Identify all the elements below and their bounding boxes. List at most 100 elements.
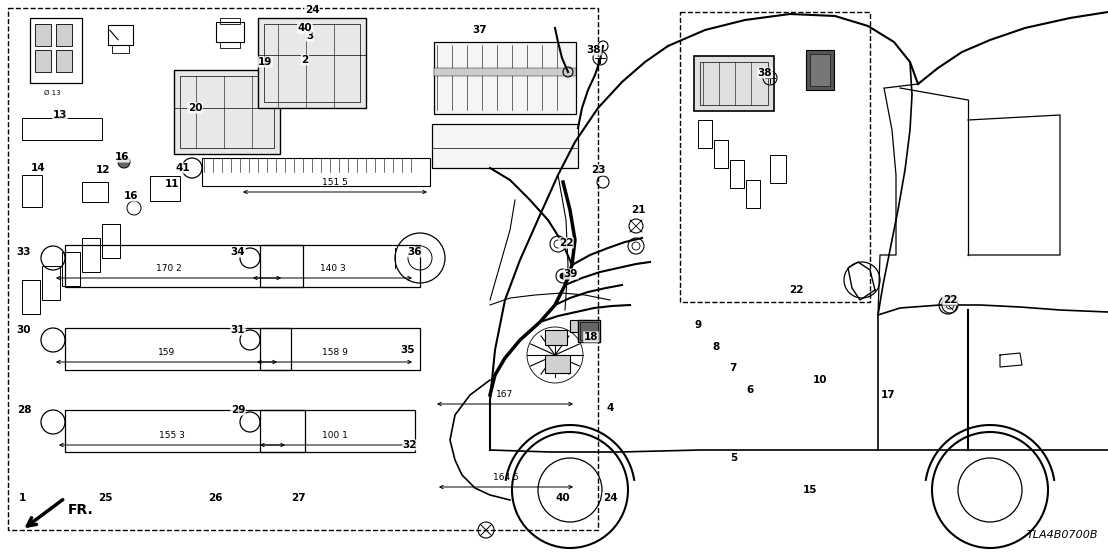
Text: 140 3: 140 3 xyxy=(319,264,346,273)
Bar xyxy=(578,320,601,342)
Text: 18: 18 xyxy=(584,332,598,342)
Bar xyxy=(174,70,280,154)
Text: 25: 25 xyxy=(98,493,112,503)
Text: 6: 6 xyxy=(747,385,753,395)
Text: 22: 22 xyxy=(943,295,957,305)
Text: 11: 11 xyxy=(165,179,179,189)
Text: 40: 40 xyxy=(298,23,312,33)
Bar xyxy=(570,320,588,332)
Text: 34: 34 xyxy=(230,247,245,257)
Text: 155 3: 155 3 xyxy=(160,431,185,440)
Bar xyxy=(434,42,576,114)
Bar xyxy=(112,45,129,53)
Bar xyxy=(294,44,318,50)
Text: 170 2: 170 2 xyxy=(155,264,182,273)
Bar xyxy=(806,50,834,90)
Bar xyxy=(179,76,274,148)
Text: 7: 7 xyxy=(729,363,737,373)
Text: 27: 27 xyxy=(290,493,306,503)
Text: 31: 31 xyxy=(230,325,245,335)
Bar xyxy=(202,158,430,186)
Text: 13: 13 xyxy=(53,110,68,120)
Circle shape xyxy=(560,273,566,279)
Text: 14: 14 xyxy=(31,163,45,173)
Text: 158 9: 158 9 xyxy=(321,348,348,357)
Bar xyxy=(432,124,578,168)
Bar xyxy=(22,118,102,140)
Text: 16: 16 xyxy=(124,191,138,201)
Bar xyxy=(258,18,366,108)
Text: 30: 30 xyxy=(17,325,31,335)
Text: 4: 4 xyxy=(606,403,614,413)
Bar xyxy=(698,120,712,148)
Bar xyxy=(290,22,322,44)
Text: 35: 35 xyxy=(401,345,416,355)
Bar xyxy=(545,355,570,373)
Text: 29: 29 xyxy=(230,405,245,415)
Bar xyxy=(700,62,768,105)
Bar xyxy=(260,245,420,287)
Text: 36: 36 xyxy=(408,247,422,257)
Text: 38: 38 xyxy=(587,45,602,55)
Text: 20: 20 xyxy=(187,103,203,113)
Text: 41: 41 xyxy=(176,163,191,173)
Text: 37: 37 xyxy=(473,25,488,35)
Text: 167: 167 xyxy=(496,390,514,399)
Text: 1: 1 xyxy=(19,493,25,503)
Text: Ø 13: Ø 13 xyxy=(43,90,60,96)
Circle shape xyxy=(117,156,130,168)
Bar xyxy=(216,22,244,42)
Bar xyxy=(294,18,318,24)
Text: 16: 16 xyxy=(115,152,130,162)
Bar xyxy=(65,410,305,452)
Bar xyxy=(65,245,302,287)
Text: 164 5: 164 5 xyxy=(493,473,519,482)
Bar xyxy=(260,410,416,452)
Text: 9: 9 xyxy=(695,320,701,330)
Text: 8: 8 xyxy=(712,342,719,352)
Text: 24: 24 xyxy=(305,5,319,15)
Text: 5: 5 xyxy=(730,453,738,463)
Text: 159: 159 xyxy=(157,348,175,357)
Bar xyxy=(220,42,240,48)
Bar xyxy=(35,24,51,46)
Text: 3: 3 xyxy=(307,31,314,41)
Bar xyxy=(694,56,774,111)
Text: 26: 26 xyxy=(208,493,223,503)
Bar xyxy=(150,176,179,201)
Text: 17: 17 xyxy=(881,390,895,400)
Bar xyxy=(220,18,240,24)
Bar xyxy=(810,54,830,86)
Text: 24: 24 xyxy=(603,493,617,503)
Bar xyxy=(107,25,133,45)
Bar xyxy=(65,328,291,370)
Bar xyxy=(434,68,576,76)
Bar xyxy=(57,24,72,46)
Bar xyxy=(62,252,80,286)
Bar xyxy=(82,238,100,272)
Text: 21: 21 xyxy=(630,205,645,215)
Bar xyxy=(102,224,120,258)
Bar xyxy=(770,155,786,183)
Bar xyxy=(22,175,42,207)
Bar xyxy=(22,280,40,314)
Bar xyxy=(82,182,107,202)
Text: 32: 32 xyxy=(402,440,418,450)
Bar xyxy=(35,50,51,72)
Bar xyxy=(680,12,870,302)
Bar xyxy=(579,322,598,340)
Text: 100 1: 100 1 xyxy=(321,431,348,440)
Text: 19: 19 xyxy=(258,57,273,67)
Text: 28: 28 xyxy=(17,405,31,415)
Text: 15: 15 xyxy=(803,485,818,495)
Text: 10: 10 xyxy=(813,375,828,385)
Text: 33: 33 xyxy=(17,247,31,257)
Text: 12: 12 xyxy=(95,165,111,175)
Text: TLA4B0700B: TLA4B0700B xyxy=(1026,530,1098,540)
Bar xyxy=(714,140,728,168)
Bar xyxy=(42,266,60,300)
Bar xyxy=(264,24,360,102)
Bar xyxy=(8,8,598,530)
Bar xyxy=(545,330,567,345)
Bar xyxy=(730,160,743,188)
